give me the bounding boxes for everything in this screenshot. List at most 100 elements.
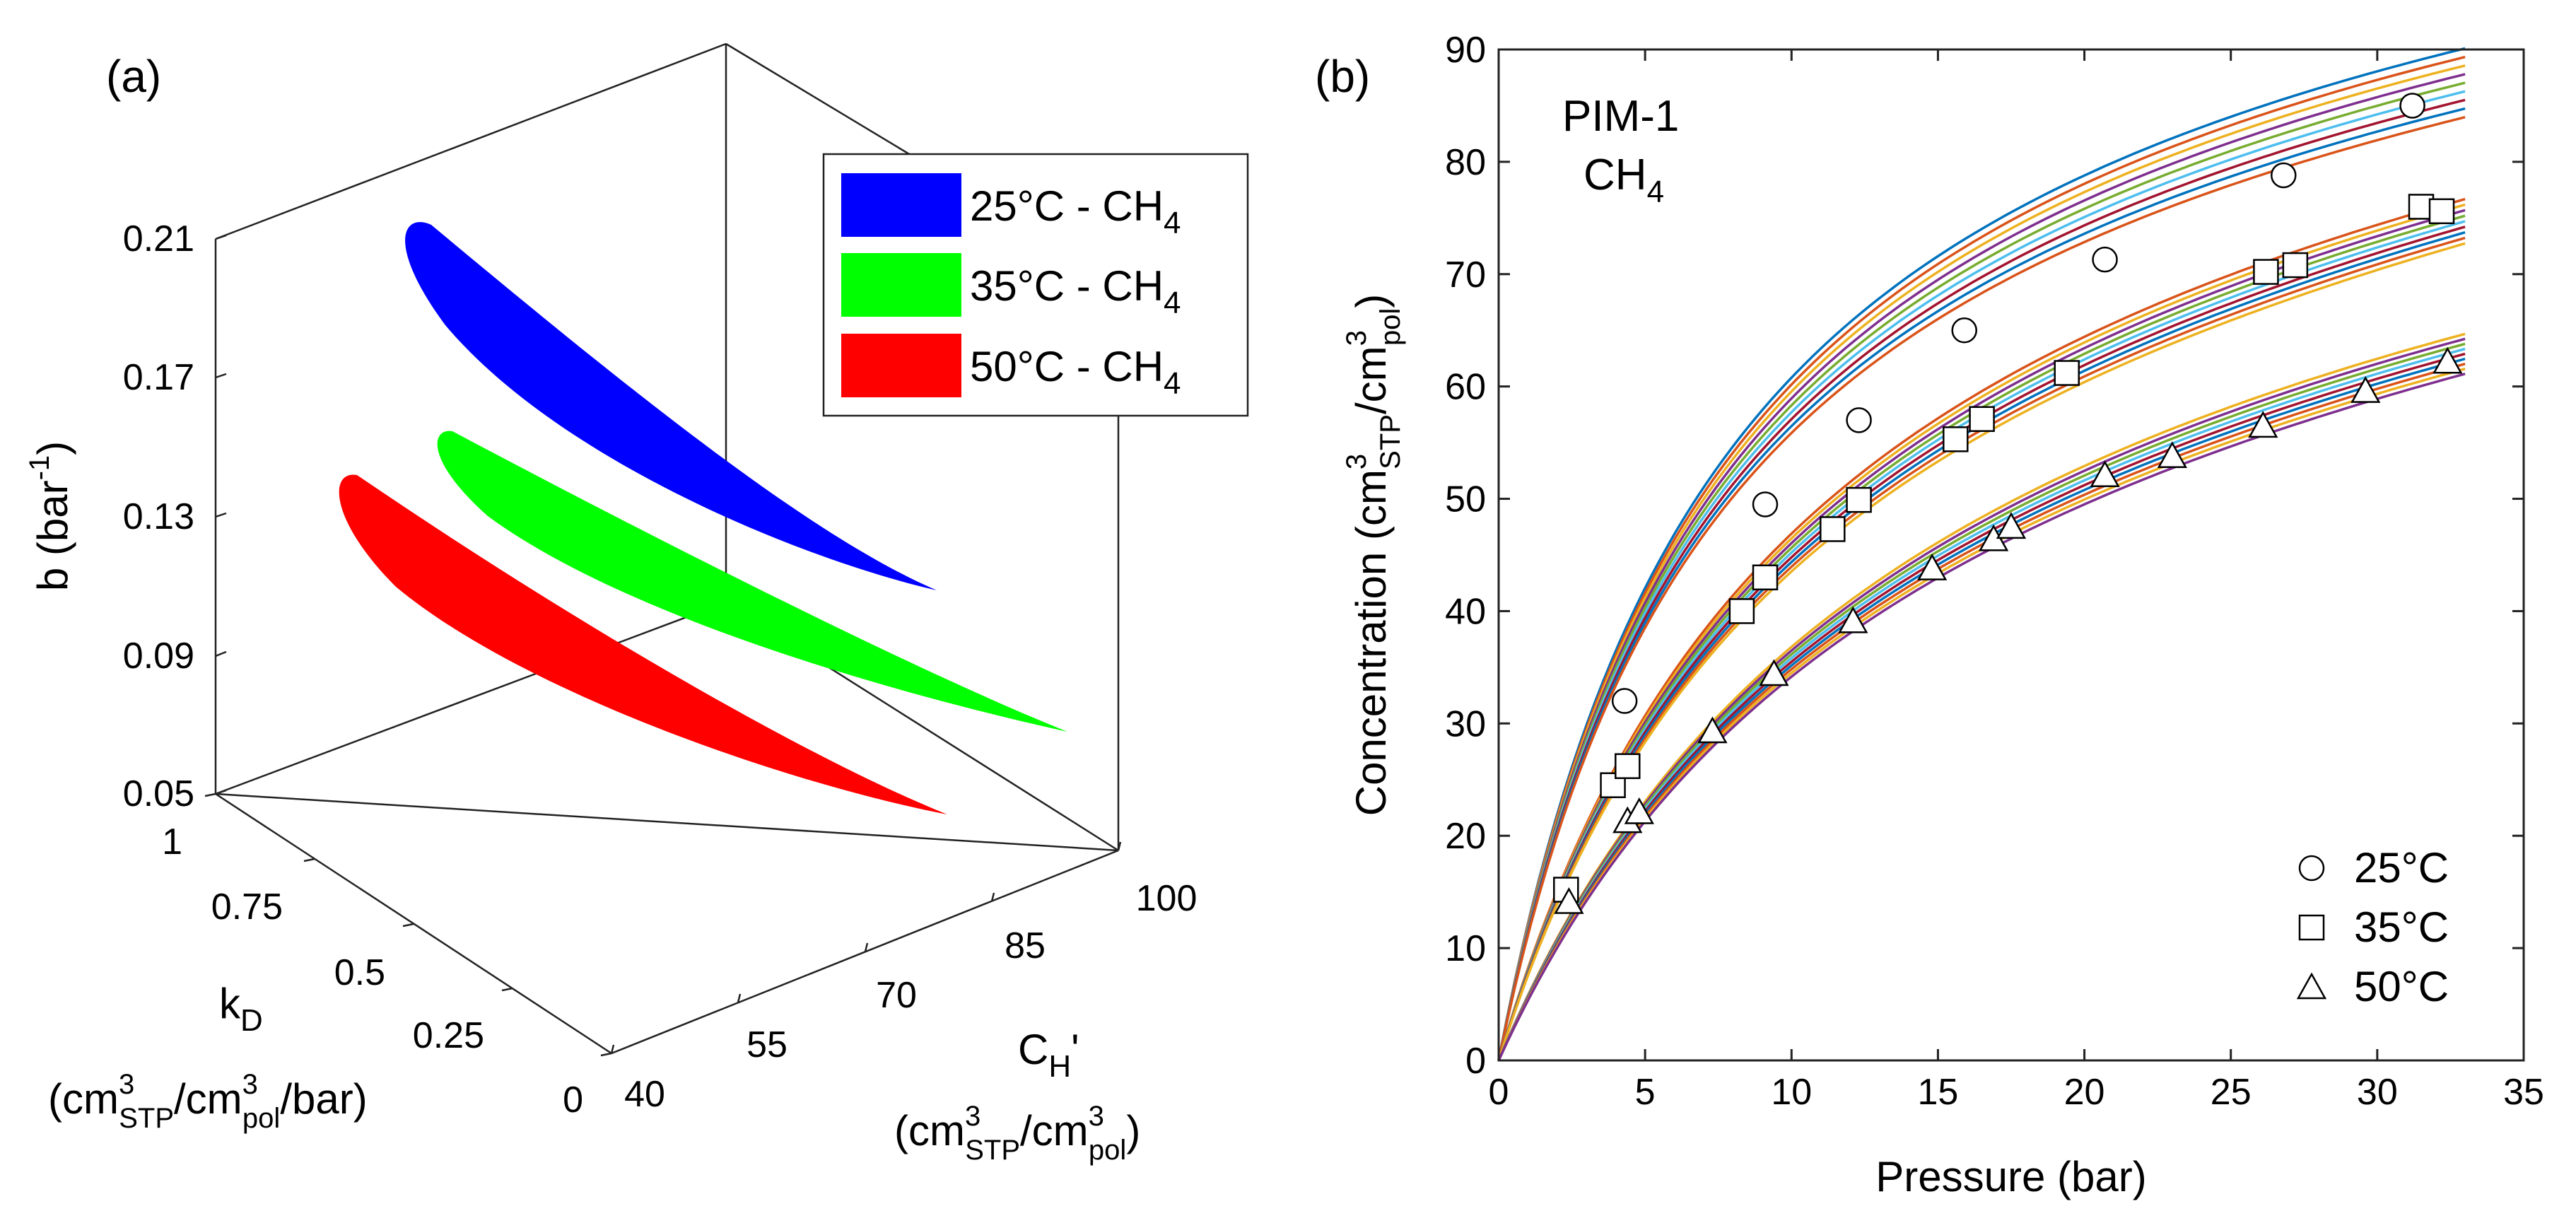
x-tick-label: 35 — [2503, 1072, 2544, 1113]
data-point-50°C — [2350, 376, 2381, 403]
data-markers — [1553, 93, 2463, 914]
panel-b-ticks: 0 5 10 15 20 25 30 35 0 10 20 30 40 50 60 70 80 90 — [1445, 30, 2544, 1113]
fit-curve-25°C — [1497, 64, 2466, 1061]
z-tick-label: 0.09 — [123, 636, 194, 677]
fit-curve-25°C — [1497, 47, 2466, 1061]
panel-b-isotherm-plot: (b) 0 5 10 15 20 25 30 35 0 10 20 30 40 50 60 70 80 90 PI… — [1315, 30, 2544, 1200]
fit-curve-50°C — [1497, 357, 2466, 1061]
data-point-50°C — [1996, 512, 2027, 539]
x-axis-label: Pressure (bar) — [1875, 1153, 2146, 1200]
x-tick-label: 5 — [1635, 1072, 1656, 1113]
legend-entry-50c: 50°C - CH4 — [841, 334, 1181, 401]
fit-curve-25°C — [1497, 73, 2466, 1061]
y-tick-label: 0 — [563, 1080, 583, 1121]
panel-a-tickmarks — [204, 234, 1122, 1057]
y-tick-label: 30 — [1445, 703, 1486, 744]
y-tick-label: 1 — [162, 821, 182, 862]
data-point-25°C — [1846, 407, 1872, 433]
data-point-50°C — [2432, 346, 2463, 374]
z-axis-label: b (bar-1) — [24, 441, 76, 591]
data-point-50°C — [2248, 411, 2278, 438]
svg-text:25°C: 25°C — [2354, 844, 2449, 891]
panel-b-legend: 25°C 35°C 50°C — [2296, 844, 2449, 1010]
data-point-35°C — [1752, 564, 1779, 591]
legend-entry-35c: 35°C — [2298, 903, 2449, 951]
data-point-35°C — [1615, 753, 1641, 779]
y-tick-label: 0.5 — [334, 952, 385, 993]
panel-a-legend: 25°C - CH4 35°C - CH4 50°C - CH4 — [822, 153, 1249, 417]
kd-axis-label: kD — [219, 980, 263, 1038]
svg-text:50°C - CH4: 50°C - CH4 — [970, 343, 1181, 401]
ch-axis-label: CH' — [1018, 1026, 1079, 1084]
z-tick-label: 0.17 — [123, 357, 194, 398]
y-tick-label: 70 — [1445, 255, 1486, 296]
data-point-25°C — [1611, 688, 1638, 714]
z-tick-label: 0.05 — [123, 773, 194, 814]
fit-curve-35°C — [1497, 197, 2466, 1061]
panel-b-axes-box — [1497, 48, 2525, 1062]
data-point-25°C — [1752, 491, 1779, 517]
data-point-35°C — [1820, 516, 1846, 542]
surface-35c — [437, 431, 1067, 732]
legend-entry-35c: 35°C - CH4 — [841, 253, 1181, 320]
panel-b-label: (b) — [1315, 51, 1370, 102]
x-tick-label: 100 — [1136, 878, 1198, 919]
x-tick-label: 40 — [624, 1074, 665, 1115]
fit-curve-25°C — [1497, 81, 2466, 1061]
data-point-25°C — [1951, 317, 1977, 344]
svg-text:35°C - CH4: 35°C - CH4 — [970, 262, 1181, 320]
fit-curve-25°C — [1497, 98, 2466, 1061]
x-tick-label: 85 — [1005, 925, 1046, 966]
y-tick-label: 90 — [1445, 30, 1486, 71]
ch-units-label: (cm3 STP/cm3 pol) — [894, 1101, 1140, 1166]
data-point-35°C — [2253, 259, 2279, 285]
data-point-25°C — [2092, 246, 2118, 273]
x-tick-label: 70 — [876, 975, 917, 1016]
data-point-50°C — [1624, 797, 1654, 824]
fit-curve-50°C — [1497, 332, 2466, 1061]
svg-text:50°C: 50°C — [2354, 963, 2449, 1010]
surface-50c — [339, 474, 947, 814]
fit-curves — [1497, 47, 2466, 1061]
gas-label: CH4 — [1583, 151, 1664, 209]
fit-curve-50°C — [1497, 368, 2466, 1061]
x-tick-label: 30 — [2357, 1072, 2398, 1113]
x-tick-label: 55 — [747, 1024, 788, 1065]
x-tick-label: 15 — [1918, 1072, 1959, 1113]
data-point-50°C — [1838, 606, 1868, 633]
data-point-35°C — [2428, 198, 2455, 225]
svg-text:35°C: 35°C — [2354, 903, 2449, 951]
y-tick-label: 80 — [1445, 142, 1486, 183]
fit-curve-35°C — [1497, 242, 2466, 1061]
legend-entry-50c: 50°C — [2296, 963, 2449, 1010]
z-tick-label: 0.13 — [123, 496, 194, 537]
fit-curve-25°C — [1497, 116, 2466, 1061]
fit-curve-50°C — [1497, 373, 2466, 1061]
x-tick-label: 20 — [2064, 1072, 2105, 1113]
y-tick-label: 0.25 — [413, 1015, 484, 1056]
data-point-50°C — [2157, 441, 2187, 469]
panel-a-3d-plot: (a) — [24, 42, 1249, 1166]
data-point-50°C — [1697, 716, 1728, 744]
y-tick-label: 20 — [1445, 816, 1486, 857]
data-point-50°C — [2090, 460, 2120, 488]
fit-curve-50°C — [1497, 337, 2466, 1061]
data-point-50°C — [1759, 659, 1789, 686]
y-tick-label: 40 — [1445, 591, 1486, 632]
y-tick-label: 0.75 — [211, 887, 283, 928]
data-point-35°C — [2054, 360, 2080, 386]
material-label: PIM-1 — [1562, 92, 1679, 141]
x-tick-label: 10 — [1771, 1072, 1812, 1113]
y-tick-label: 60 — [1445, 367, 1486, 408]
y-axis-label: Concentration (cm3 STP/cm3 pol) — [1341, 294, 1406, 817]
fit-curve-50°C — [1497, 347, 2466, 1061]
y-tick-label: 50 — [1445, 479, 1486, 520]
data-point-35°C — [1943, 426, 1969, 452]
legend-entry-25c: 25°C - CH4 — [841, 173, 1181, 240]
data-point-35°C — [2282, 252, 2309, 279]
x-tick-label: 25 — [2211, 1072, 2252, 1113]
fit-curve-25°C — [1497, 107, 2466, 1061]
surface-25c — [405, 222, 937, 590]
fit-curve-50°C — [1497, 352, 2466, 1061]
